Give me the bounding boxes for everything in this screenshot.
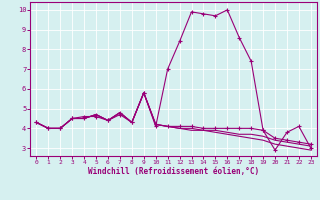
X-axis label: Windchill (Refroidissement éolien,°C): Windchill (Refroidissement éolien,°C) — [88, 167, 259, 176]
